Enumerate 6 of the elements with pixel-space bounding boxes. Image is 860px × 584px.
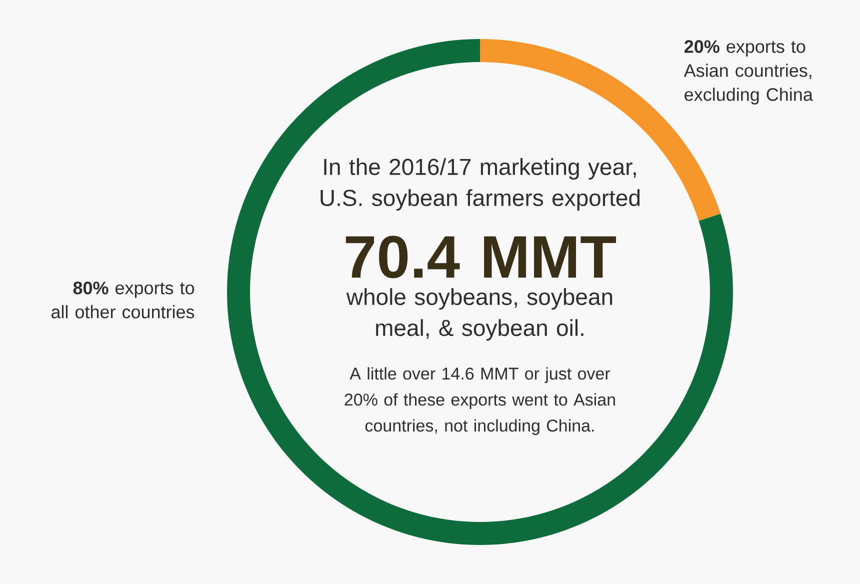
text: whole soybeans, soybean meal, & soybean oil.: [346, 288, 612, 341]
text: A little over 14.6 MMT or just over 20% of these exports went to Asian countries, not including China.: [344, 367, 615, 436]
slice-label: 80% exports to all other countries: [52, 282, 194, 318]
text: In the 2016/17 marketing year, U.S. soybean farmers exported: [320, 158, 640, 211]
text: 70.4 MMT: [346, 236, 616, 278]
slice-label: 20% exports to Asian countries, excluding China: [684, 40, 813, 104]
